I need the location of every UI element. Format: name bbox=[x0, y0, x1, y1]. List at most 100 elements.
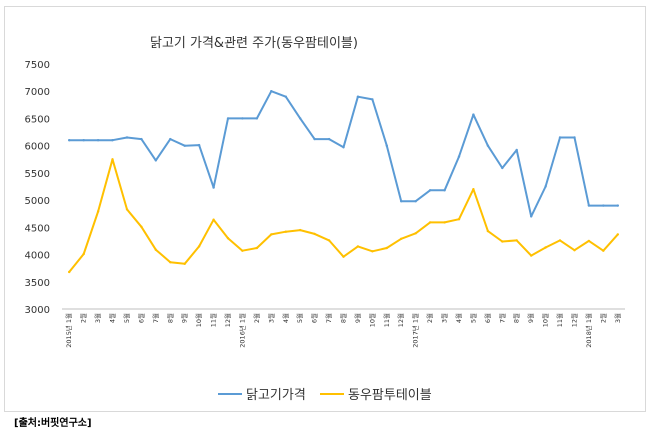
data-point bbox=[428, 189, 432, 192]
data-point bbox=[558, 136, 562, 139]
data-point bbox=[544, 246, 547, 249]
y-tick-label: 3500 bbox=[25, 278, 50, 289]
data-point bbox=[226, 117, 230, 120]
data-point bbox=[327, 137, 331, 141]
x-tick-label: 9월 bbox=[526, 313, 535, 323]
x-tick-label: 2월 bbox=[598, 313, 607, 323]
x-tick-label: 2017년 1월 bbox=[411, 313, 420, 348]
data-point bbox=[356, 245, 360, 248]
data-point bbox=[327, 239, 331, 242]
data-point bbox=[371, 98, 374, 101]
data-point bbox=[284, 230, 287, 233]
data-point bbox=[197, 143, 201, 147]
data-point bbox=[270, 90, 273, 93]
data-point bbox=[342, 146, 345, 149]
data-point bbox=[501, 166, 504, 170]
data-point bbox=[183, 262, 186, 265]
data-point bbox=[226, 237, 230, 240]
x-tick-label: 8월 bbox=[339, 313, 348, 323]
data-point bbox=[270, 233, 273, 236]
x-tick-label: 3월 bbox=[613, 313, 622, 323]
data-point bbox=[140, 225, 143, 228]
x-tick-label: 11월 bbox=[382, 313, 391, 327]
y-tick-label: 3000 bbox=[25, 305, 50, 316]
data-point bbox=[530, 215, 533, 218]
x-tick-label: 2018년 1월 bbox=[584, 313, 593, 348]
x-tick-label: 9월 bbox=[353, 313, 362, 323]
data-point bbox=[82, 139, 85, 142]
data-point bbox=[486, 144, 490, 147]
data-point bbox=[602, 204, 605, 207]
data-point bbox=[125, 208, 129, 211]
data-point bbox=[457, 155, 461, 158]
data-point bbox=[212, 186, 215, 189]
x-tick-label: 12월 bbox=[569, 313, 578, 327]
legend-label: 닭고기가격 bbox=[246, 388, 306, 403]
data-point bbox=[414, 232, 417, 235]
data-point bbox=[530, 254, 533, 257]
x-tick-label: 3월 bbox=[440, 313, 449, 323]
y-tick-label: 4500 bbox=[25, 223, 50, 234]
data-point bbox=[400, 237, 403, 240]
data-point bbox=[284, 95, 287, 98]
data-point bbox=[68, 139, 71, 142]
data-point bbox=[573, 249, 576, 252]
y-tick-label: 5000 bbox=[25, 196, 50, 207]
x-tick-label: 6월 bbox=[310, 313, 319, 323]
data-point bbox=[255, 117, 259, 120]
x-tick-label: 12월 bbox=[396, 313, 405, 327]
data-point bbox=[515, 239, 518, 242]
data-point bbox=[443, 221, 446, 224]
data-point bbox=[587, 204, 591, 207]
x-tick-label: 10월 bbox=[541, 313, 550, 327]
y-tick-label: 6000 bbox=[25, 142, 50, 153]
x-tick-label: 7월 bbox=[324, 313, 333, 323]
series-line-0 bbox=[68, 90, 619, 218]
data-point bbox=[385, 144, 388, 147]
data-point bbox=[212, 218, 215, 221]
x-tick-label: 5월 bbox=[295, 313, 304, 323]
x-tick-label: 4월 bbox=[454, 313, 463, 323]
data-point bbox=[558, 239, 562, 242]
y-tick-label: 4000 bbox=[25, 251, 50, 262]
x-tick-label: 3월 bbox=[266, 313, 275, 323]
data-point bbox=[255, 246, 259, 250]
data-point bbox=[414, 200, 417, 203]
data-point bbox=[96, 210, 100, 213]
x-tick-label: 11월 bbox=[209, 313, 218, 327]
x-tick-label: 11월 bbox=[555, 313, 564, 327]
x-tick-label: 12월 bbox=[223, 313, 232, 327]
data-point bbox=[443, 189, 446, 192]
data-point bbox=[154, 248, 157, 251]
x-tick-label: 2015년 1월 bbox=[64, 313, 73, 348]
data-point bbox=[428, 221, 432, 224]
x-tick-label: 7월 bbox=[151, 313, 160, 323]
y-tick-label: 6500 bbox=[25, 114, 50, 125]
data-point bbox=[457, 218, 461, 221]
data-point bbox=[385, 246, 388, 250]
data-point bbox=[587, 239, 591, 243]
data-point bbox=[183, 144, 186, 147]
data-point bbox=[82, 252, 85, 256]
data-point bbox=[241, 117, 244, 120]
data-point bbox=[544, 185, 547, 188]
x-axis: 2015년 1월 2월 3월 4월 5월 6월 7월 8월 9월 10월 11월 12월 2016년 1… bbox=[62, 308, 625, 348]
x-tick-label: 8월 bbox=[165, 313, 174, 323]
data-point bbox=[602, 249, 605, 252]
data-point bbox=[169, 137, 172, 141]
data-point bbox=[313, 137, 316, 141]
data-point bbox=[371, 250, 374, 253]
data-point bbox=[241, 249, 244, 252]
data-point bbox=[299, 228, 302, 232]
data-point bbox=[154, 159, 157, 162]
x-tick-label: 2월 bbox=[425, 313, 434, 323]
y-tick-label: 5500 bbox=[25, 169, 50, 180]
data-point bbox=[342, 255, 345, 258]
x-tick-label: 2월 bbox=[252, 313, 261, 323]
y-tick-label: 7500 bbox=[25, 60, 50, 71]
x-tick-label: 4월 bbox=[281, 313, 290, 323]
x-tick-label: 6월 bbox=[483, 313, 492, 323]
data-point bbox=[140, 137, 143, 141]
data-point bbox=[356, 95, 360, 98]
